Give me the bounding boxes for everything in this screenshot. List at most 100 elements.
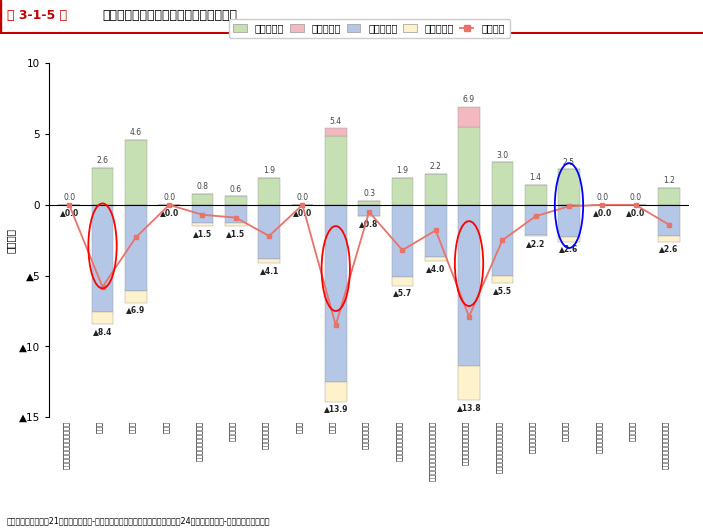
- Text: 0.0: 0.0: [297, 193, 309, 202]
- Text: 6.9: 6.9: [463, 96, 475, 105]
- Text: 水道業: 水道業: [162, 421, 169, 433]
- Bar: [658, 188, 680, 205]
- Text: ▲4.0: ▲4.0: [426, 265, 445, 274]
- Text: ないもの、: ないもの、: [629, 421, 636, 441]
- Text: ▲0.8: ▲0.8: [359, 219, 379, 228]
- Bar: [525, 205, 546, 234]
- Bar: [91, 313, 113, 324]
- Bar: [392, 205, 413, 277]
- Bar: [558, 205, 580, 238]
- Bar: [0, 0, 1, 34]
- Bar: [458, 205, 480, 366]
- Text: 教育、学習支援業: 教育、学習支援業: [529, 421, 536, 454]
- Text: 2.2: 2.2: [430, 162, 441, 171]
- Text: 学術研究、専門・技術サービス業: 学術研究、専門・技術サービス業: [429, 421, 436, 482]
- Bar: [359, 201, 380, 205]
- Bar: [525, 234, 546, 236]
- Bar: [392, 178, 413, 205]
- Text: サービス業（他に分類され: サービス業（他に分類され: [662, 421, 669, 469]
- Bar: [225, 196, 247, 205]
- Text: 1.2: 1.2: [663, 176, 675, 185]
- Text: ▲1.5: ▲1.5: [193, 229, 212, 238]
- Text: ▲13.8: ▲13.8: [457, 403, 482, 412]
- Text: 鉱業、採石業、砂利採取業: 鉱業、採石業、砂利採取業: [63, 421, 69, 469]
- Text: 医療、福祉: 医療、福祉: [562, 421, 569, 441]
- Text: 0.0: 0.0: [630, 193, 642, 202]
- Bar: [392, 277, 413, 286]
- Bar: [258, 205, 280, 259]
- Text: 宿泊業、飲食サービス業: 宿泊業、飲食サービス業: [463, 421, 469, 465]
- Bar: [325, 128, 347, 136]
- Bar: [491, 163, 513, 205]
- Bar: [192, 194, 213, 205]
- Text: ▲0.0: ▲0.0: [593, 208, 612, 216]
- Text: 不動産業、物品賃貸業: 不動産業、物品賃貸業: [396, 421, 402, 461]
- Y-axis label: （万者）: （万者）: [6, 228, 16, 253]
- Text: ▲6.9: ▲6.9: [127, 305, 146, 314]
- Text: 情報通信業: 情報通信業: [229, 421, 236, 441]
- Bar: [258, 178, 280, 205]
- Bar: [425, 257, 446, 261]
- Bar: [658, 236, 680, 242]
- Text: 卸売業: 卸売業: [296, 421, 302, 433]
- Text: 1.9: 1.9: [396, 166, 408, 175]
- Text: ▲0.0: ▲0.0: [293, 208, 312, 216]
- Text: 小売業: 小売業: [329, 421, 336, 433]
- Bar: [491, 205, 513, 276]
- Text: 0.0: 0.0: [63, 193, 75, 202]
- Bar: [359, 205, 380, 216]
- Text: 0.0: 0.0: [163, 193, 175, 202]
- Bar: [125, 140, 147, 205]
- Bar: [91, 205, 113, 313]
- Bar: [192, 223, 213, 226]
- Bar: [325, 205, 347, 382]
- Text: ▲2.6: ▲2.6: [659, 244, 678, 253]
- Text: 3.0: 3.0: [496, 150, 508, 159]
- Text: 金融業、保険業: 金融業、保険業: [363, 421, 369, 449]
- Bar: [558, 238, 580, 242]
- Text: 5.4: 5.4: [330, 117, 342, 126]
- Bar: [425, 174, 446, 205]
- Text: 中小企業の規模別業種別開業・廃業件数: 中小企業の規模別業種別開業・廃業件数: [102, 9, 237, 22]
- Text: 2.6: 2.6: [96, 156, 108, 165]
- Bar: [91, 168, 113, 205]
- Text: ▲0.0: ▲0.0: [60, 208, 79, 216]
- Text: 製造業: 製造業: [129, 421, 136, 433]
- Text: ▲8.4: ▲8.4: [93, 326, 112, 336]
- Bar: [125, 291, 147, 303]
- Text: 第 3-1-5 図: 第 3-1-5 図: [7, 9, 67, 22]
- Text: 生活関連サービス業、娯楽業: 生活関連サービス業、娯楽業: [496, 421, 503, 474]
- Bar: [225, 205, 247, 223]
- Text: 0.3: 0.3: [363, 189, 375, 198]
- Text: ▲13.9: ▲13.9: [323, 404, 348, 413]
- Text: ▲5.5: ▲5.5: [493, 286, 512, 295]
- Bar: [458, 366, 480, 400]
- Text: ▲0.0: ▲0.0: [626, 208, 645, 216]
- Text: 資料：総務省「平成21年経済センサス-基礎調査」、総務省・経済産業省「平成24年経済センサス-活動調査」再編加工: 資料：総務省「平成21年経済センサス-基礎調査」、総務省・経済産業省「平成24年…: [7, 516, 271, 525]
- Bar: [525, 185, 546, 205]
- Text: 運輸業、郵便業: 運輸業、郵便業: [262, 421, 269, 449]
- Bar: [225, 223, 247, 226]
- FancyBboxPatch shape: [0, 0, 703, 34]
- Text: 複合サービス事業: 複合サービス事業: [595, 421, 602, 454]
- Bar: [258, 259, 280, 263]
- Bar: [558, 169, 580, 205]
- Text: 建設業: 建設業: [96, 421, 103, 433]
- Text: 0.0: 0.0: [596, 193, 608, 202]
- Bar: [658, 205, 680, 236]
- Bar: [192, 205, 213, 223]
- Text: ▲0.0: ▲0.0: [160, 208, 179, 216]
- Legend: 小規模開業, 中規模開業, 小規模廃業, 中規模廃業, 純増減数: 小規模開業, 中規模開業, 小規模廃業, 中規模廃業, 純増減数: [228, 18, 510, 39]
- Bar: [425, 205, 446, 257]
- Bar: [491, 276, 513, 282]
- Text: 1.9: 1.9: [263, 166, 275, 175]
- Text: 2.5: 2.5: [563, 158, 575, 167]
- Text: ▲5.7: ▲5.7: [393, 288, 412, 297]
- Text: 0.6: 0.6: [230, 185, 242, 194]
- Text: ▲1.5: ▲1.5: [226, 229, 245, 238]
- Bar: [325, 382, 347, 402]
- Bar: [325, 136, 347, 205]
- Bar: [125, 205, 147, 291]
- Text: 0.8: 0.8: [196, 182, 209, 191]
- Text: ▲2.2: ▲2.2: [526, 239, 546, 248]
